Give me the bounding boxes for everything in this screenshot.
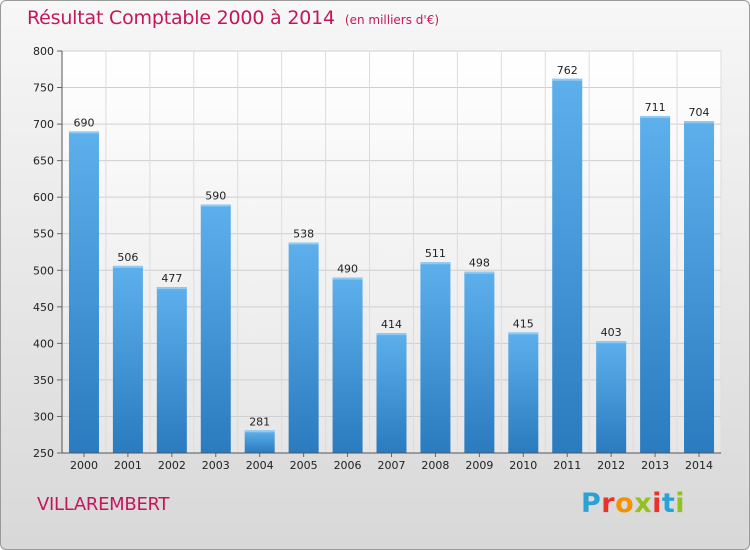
y-tick-label: 250 xyxy=(33,447,54,460)
bar-top-highlight xyxy=(332,277,363,280)
bar-2003 xyxy=(200,204,231,453)
x-tick-label-2004: 2004 xyxy=(246,459,274,472)
y-tick-label: 300 xyxy=(33,410,54,423)
data-label-2001: 506 xyxy=(117,251,138,264)
x-tick-label-2013: 2013 xyxy=(641,459,669,472)
x-tick-label-2006: 2006 xyxy=(334,459,362,472)
bar-2008 xyxy=(420,262,451,453)
logo-letter: t xyxy=(661,488,676,519)
bar-2002 xyxy=(156,287,187,453)
bar-2009 xyxy=(464,271,495,453)
x-tick-label-2009: 2009 xyxy=(465,459,493,472)
bar-2014 xyxy=(684,121,715,454)
title-row: Résultat Comptable 2000 à 2014 (en millie… xyxy=(27,7,439,29)
x-tick-label-2002: 2002 xyxy=(158,459,186,472)
data-label-2014: 704 xyxy=(689,106,710,119)
data-label-2008: 511 xyxy=(425,247,446,260)
bar-top-highlight xyxy=(420,262,451,265)
chart-title: Résultat Comptable 2000 à 2014 xyxy=(27,7,335,29)
x-tick-label-2012: 2012 xyxy=(597,459,625,472)
bar-2005 xyxy=(288,242,319,453)
bar-2004 xyxy=(244,430,275,453)
y-tick-label: 650 xyxy=(33,155,54,168)
x-tick-label-2003: 2003 xyxy=(202,459,230,472)
logo-letter: i xyxy=(652,488,662,519)
bar-2007 xyxy=(376,333,407,453)
proxiti-logo: Proxiti xyxy=(581,488,685,519)
data-label-2012: 403 xyxy=(601,326,622,339)
bar-2011 xyxy=(552,78,583,454)
bar-top-highlight xyxy=(508,332,539,335)
bar-2013 xyxy=(640,116,671,454)
x-tick-label-2010: 2010 xyxy=(509,459,537,472)
x-tick-label-2014: 2014 xyxy=(685,459,713,472)
y-tick-label: 600 xyxy=(33,191,54,204)
data-label-2011: 762 xyxy=(557,64,578,77)
y-tick-label: 550 xyxy=(33,228,54,241)
data-label-2013: 711 xyxy=(645,101,666,114)
bar-top-highlight xyxy=(112,265,143,268)
bar-top-highlight xyxy=(200,204,231,207)
data-label-2004: 281 xyxy=(249,415,270,428)
y-tick-label: 500 xyxy=(33,264,54,277)
y-tick-label: 700 xyxy=(33,118,54,131)
bar-top-highlight xyxy=(244,430,275,433)
x-tick-label-2000: 2000 xyxy=(70,459,98,472)
data-label-2005: 538 xyxy=(293,227,314,240)
x-tick-label-2005: 2005 xyxy=(290,459,318,472)
bar-top-highlight xyxy=(640,116,671,119)
y-tick-label: 750 xyxy=(33,82,54,95)
y-tick-label: 400 xyxy=(33,337,54,350)
x-tick-label-2001: 2001 xyxy=(114,459,142,472)
logo-letter: P xyxy=(581,488,602,519)
x-tick-label-2011: 2011 xyxy=(553,459,581,472)
bar-2010 xyxy=(508,332,539,453)
bar-top-highlight xyxy=(68,131,99,134)
data-label-2006: 490 xyxy=(337,263,358,276)
chart-subtitle: (en milliers d'€) xyxy=(344,13,440,27)
bar-top-highlight xyxy=(684,121,715,124)
bar-2001 xyxy=(112,265,143,453)
data-label-2003: 590 xyxy=(205,189,226,202)
bar-2006 xyxy=(332,277,363,453)
data-label-2002: 477 xyxy=(161,272,182,285)
bar-top-highlight xyxy=(156,287,187,290)
bar-2012 xyxy=(596,341,627,453)
bar-top-highlight xyxy=(552,78,583,81)
logo-letter: i xyxy=(675,488,686,519)
data-label-2010: 415 xyxy=(513,317,534,330)
bar-2000 xyxy=(68,131,99,453)
y-tick-label: 450 xyxy=(33,301,54,314)
bar-top-highlight xyxy=(596,341,627,344)
bar-top-highlight xyxy=(464,271,495,274)
x-tick-label-2008: 2008 xyxy=(421,459,449,472)
x-tick-label-2007: 2007 xyxy=(378,459,406,472)
place-name: VILLAREMBERT xyxy=(37,494,170,515)
logo-letter: o xyxy=(615,488,635,519)
y-tick-label: 350 xyxy=(33,374,54,387)
y-tick-label: 800 xyxy=(33,45,54,58)
logo-letter: x xyxy=(634,488,653,519)
data-label-2007: 414 xyxy=(381,318,402,331)
bar-top-highlight xyxy=(288,242,319,245)
data-label-2009: 498 xyxy=(469,257,490,270)
data-label-2000: 690 xyxy=(73,116,94,129)
bar-top-highlight xyxy=(376,333,407,336)
logo-letter: r xyxy=(601,488,616,519)
